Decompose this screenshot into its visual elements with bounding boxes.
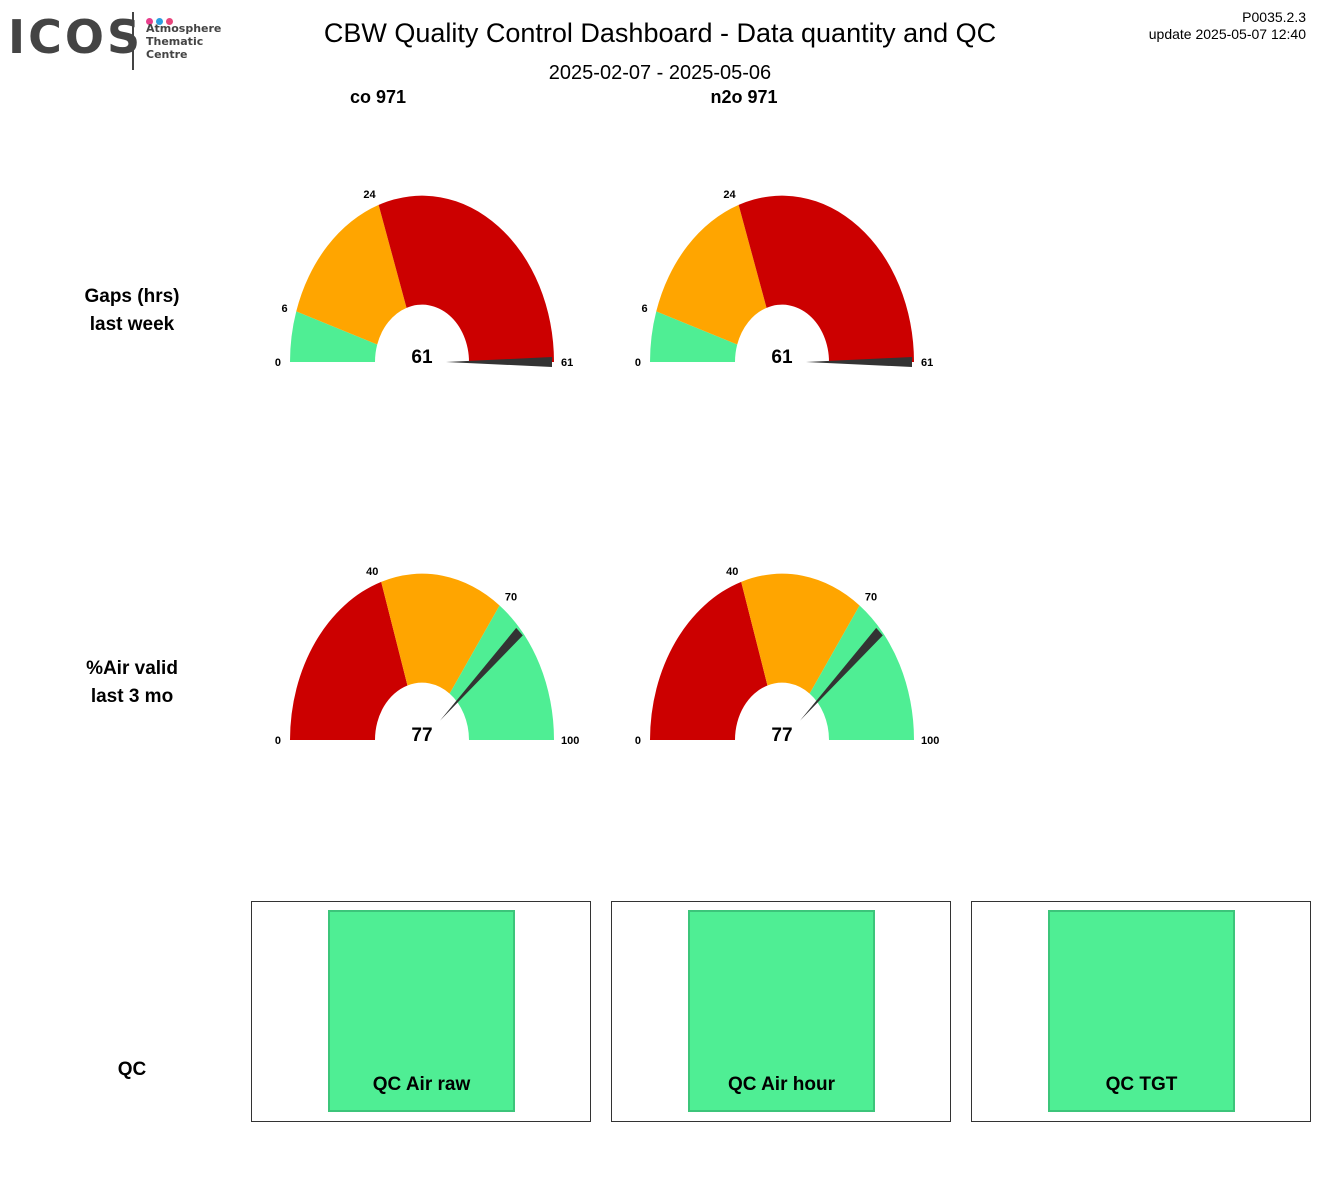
gauge-value-n2o-air: 77 — [771, 725, 792, 746]
gauge-band-n2o-gaps-0 — [650, 311, 738, 362]
row-label-gaps-line-1: Gaps (hrs) — [84, 286, 180, 307]
qc-label-tgt: QC TGT — [1105, 1074, 1178, 1095]
gauge-band-n2o-gaps-1 — [656, 204, 767, 345]
gauge-tick-co-air-3: 100 — [561, 735, 579, 747]
qc-label-air-hour: QC Air hour — [728, 1074, 835, 1095]
gauge-needle-n2o-air — [800, 627, 883, 721]
gauge-tick-co-air-2: 70 — [505, 591, 517, 603]
gauge-tick-co-gaps-1: 6 — [282, 303, 288, 315]
gauge-tick-co-air-0: 0 — [275, 735, 281, 747]
gauge-band-n2o-air-0 — [650, 581, 768, 740]
logo-divider — [132, 12, 134, 70]
gauge-band-co-gaps-2 — [378, 195, 554, 362]
logo-sub-line-3: Centre — [146, 48, 188, 61]
gauge-tick-n2o-gaps-0: 0 — [635, 357, 641, 369]
gauge-value-co-gaps: 61 — [411, 347, 433, 368]
version-label: P0035.2.3 — [1242, 9, 1306, 25]
qc-panel-tgt: QC TGT — [971, 901, 1311, 1122]
row-label-air-line-2: last 3 mo — [90, 686, 174, 707]
gauge-band-co-air-1 — [381, 573, 500, 694]
gauge-group: 61 0 6 24 61 61 0 6 24 61 77 0 40 70 100 77 0 40 70 100 — [275, 189, 939, 747]
logo-sub-line-1: Atmosphere — [146, 22, 222, 35]
gauge-tick-co-gaps-2: 24 — [363, 189, 376, 201]
column-header-co: co 971 — [349, 87, 407, 107]
logo-sub-line-2: Thematic — [146, 35, 204, 48]
gauge-tick-n2o-air-0: 0 — [635, 735, 641, 747]
gauge-tick-n2o-gaps-3: 61 — [921, 357, 933, 369]
logo-dots-icon — [146, 12, 176, 30]
gauge-band-co-gaps-1 — [296, 204, 407, 345]
gauge-needle-co-gaps — [446, 357, 552, 367]
gauge-tick-n2o-gaps-2: 24 — [723, 189, 736, 201]
gauge-tick-co-gaps-3: 61 — [561, 357, 573, 369]
gauge-tick-n2o-air-3: 100 — [921, 735, 939, 747]
qc-panel-air-raw: QC Air raw — [251, 901, 591, 1122]
column-header-n2o: n2o 971 — [710, 87, 778, 107]
gauge-band-n2o-air-2 — [809, 605, 914, 740]
date-range: 2025-02-07 - 2025-05-06 — [548, 62, 772, 84]
row-label-gaps: Gaps (hrs) last week — [32, 283, 232, 339]
gauge-tick-n2o-air-2: 70 — [865, 591, 877, 603]
gauge-tick-co-gaps-0: 0 — [275, 357, 281, 369]
icos-logo-text: ICOS — [8, 10, 144, 64]
update-timestamp: update 2025-05-07 12:40 — [1148, 26, 1306, 42]
row-label-air: %Air valid last 3 mo — [32, 655, 232, 711]
gauge-value-n2o-gaps: 61 — [771, 347, 793, 368]
gauge-band-co-air-2 — [449, 605, 554, 740]
gauge-needle-co-air — [440, 627, 523, 721]
row-label-qc: QC — [117, 1059, 147, 1080]
gauge-tick-co-air-1: 40 — [366, 566, 378, 578]
gauge-tick-n2o-gaps-1: 6 — [642, 303, 648, 315]
gauges-canvas: 61 0 6 24 61 61 0 6 24 61 77 0 40 70 100 77 0 40 70 100 — [275, 189, 939, 747]
gauge-band-n2o-air-1 — [741, 573, 860, 694]
row-label-gaps-line-2: last week — [89, 314, 175, 335]
dashboard-title: CBW Quality Control Dashboard - Data qua… — [323, 18, 997, 48]
gauge-band-co-gaps-0 — [290, 311, 378, 362]
qc-label-air-raw: QC Air raw — [372, 1074, 471, 1095]
gauge-needle-n2o-gaps — [806, 357, 912, 367]
qc-status-indicator-air-raw: QC Air raw — [328, 910, 515, 1112]
gauge-band-co-air-0 — [290, 581, 408, 740]
qc-panel-air-hour: QC Air hour — [611, 901, 951, 1122]
qc-status-indicator-tgt: QC TGT — [1048, 910, 1235, 1112]
qc-status-indicator-air-hour: QC Air hour — [688, 910, 875, 1112]
gauge-tick-n2o-air-1: 40 — [726, 566, 738, 578]
gauge-band-n2o-gaps-2 — [738, 195, 914, 362]
row-label-air-line-1: %Air valid — [86, 658, 178, 679]
gauge-value-co-air: 77 — [411, 725, 432, 746]
